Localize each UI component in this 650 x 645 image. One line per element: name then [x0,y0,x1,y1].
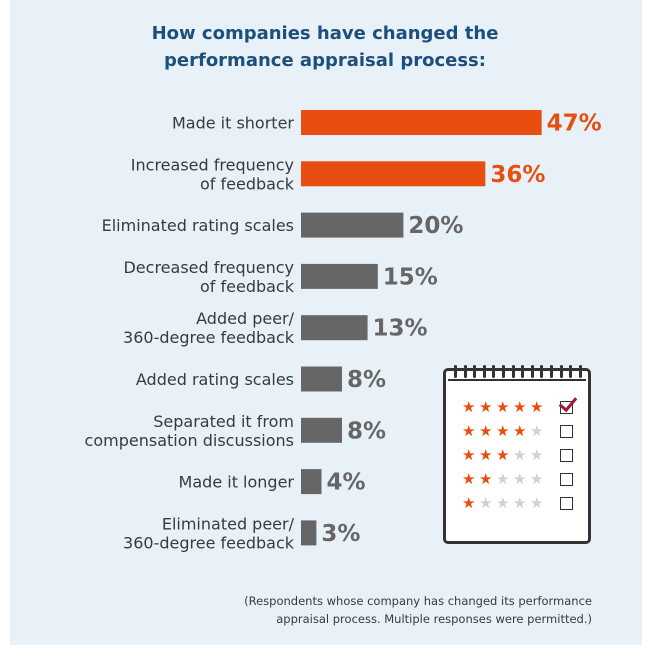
category-label-6-line-1: compensation discussions [85,431,294,450]
clipboard-ring [454,365,457,378]
clipboard-ring [473,365,477,378]
value-label-6: 8% [347,418,386,444]
checkbox-icon [560,472,573,486]
checkbox-icon [558,392,578,414]
star-icon: ★ [462,494,477,512]
category-label-4-line-1: 360-degree feedback [123,328,295,347]
value-label-5: 8% [347,367,386,393]
category-label-8-line-0: Eliminated peer/ [162,514,295,533]
value-label-2: 20% [408,213,463,239]
category-label-2-line-0: Eliminated rating scales [102,216,294,235]
value-label-0: 47% [547,111,602,137]
bar-2 [301,212,404,238]
star-icon: ★ [462,398,477,416]
star-icon: ★ [479,470,494,488]
category-label-4-line-0: Added peer/ [196,309,294,328]
star-icon: ★ [513,494,528,512]
star-icon: ★ [530,494,545,512]
value-label-1: 36% [490,162,545,188]
footnote-line-1: (Respondents whose company has changed i… [244,594,592,608]
star-icon: ★ [513,398,528,416]
value-label-4: 13% [373,316,428,342]
bar-3 [301,263,378,289]
category-label-7-line-0: Made it longer [179,473,295,492]
checkmark-icon [558,392,578,412]
clipboard-ring [521,365,525,378]
clipboard-ring [492,365,496,378]
category-label-3-line-0: Decreased frequency [123,258,294,277]
footnote: (Respondents whose company has changed i… [230,592,592,628]
bar-0 [301,110,542,135]
value-label-7: 4% [326,470,365,496]
bar-1 [301,161,486,187]
value-label-3: 15% [383,264,438,290]
star-rating: ★ ★ ★ ★ ★ [462,423,558,439]
chart-title-line-2: performance appraisal process: [164,50,486,71]
star-icon: ★ [513,446,528,464]
footnote-line-2: appraisal process. Multiple responses we… [276,612,592,626]
star-icon: ★ [496,398,511,416]
category-label-1-line-1: of feedback [200,174,295,193]
rating-row: ★ ★ ★ ★ ★ [462,447,573,463]
star-rating: ★ ★ ★ ★ ★ [462,447,558,463]
clipboard-rating-icon: ★ ★ ★ ★ ★ ★ ★ ★ ★ ★ ★ ★ ★ ★ ★ ★ ★ ★ ★ ★ ★ ★ ★ ★ ★ [443,365,591,544]
clipboard-ring [578,365,582,378]
rating-row: ★ ★ ★ ★ ★ [462,495,573,511]
clipboard-ring [463,365,467,378]
star-rating: ★ ★ ★ ★ ★ [462,495,558,511]
clipboard-ring [511,365,515,378]
rating-row: ★ ★ ★ ★ ★ [462,423,573,439]
star-icon: ★ [462,446,477,464]
clipboard-ring [559,365,563,378]
clipboard-ring [482,365,486,378]
clipboard-ring [540,365,544,378]
checkbox-icon [560,448,573,462]
star-rating: ★ ★ ★ ★ ★ [462,471,558,487]
bar-5 [301,366,342,392]
category-label-6-line-0: Separated it from [153,412,294,431]
star-icon: ★ [479,422,494,440]
checkbox-icon [560,424,573,438]
star-icon: ★ [530,398,545,416]
checkbox-icon [560,496,573,510]
clipboard-binding [448,379,586,381]
star-icon: ★ [513,470,528,488]
chart-title-line-1: How companies have changed the [151,23,499,44]
chart-title: How companies have changed the performan… [0,20,650,74]
bar-8 [301,520,317,546]
category-label-0-line-0: Made it shorter [172,114,294,133]
bar-6 [301,417,342,443]
clipboard-ring [530,365,534,378]
star-icon: ★ [530,446,545,464]
star-icon: ★ [479,446,494,464]
star-icon: ★ [479,494,494,512]
star-icon: ★ [462,470,477,488]
category-label-8-line-1: 360-degree feedback [123,533,295,552]
bar-4 [301,315,368,341]
star-icon: ★ [496,470,511,488]
star-icon: ★ [513,422,528,440]
rating-row: ★ ★ ★ ★ ★ [462,392,578,415]
clipboard-ring [502,365,506,378]
category-label-1-line-0: Increased frequency [131,155,294,174]
star-icon: ★ [496,494,511,512]
star-icon: ★ [496,422,511,440]
bar-7 [301,469,322,495]
category-label-5-line-0: Added rating scales [136,370,294,389]
star-icon: ★ [530,422,545,440]
star-icon: ★ [462,422,477,440]
value-label-8: 3% [321,521,360,547]
star-icon: ★ [479,398,494,416]
clipboard-ring [550,365,554,378]
star-icon: ★ [496,446,511,464]
category-label-3-line-1: of feedback [200,277,295,296]
star-rating: ★ ★ ★ ★ ★ [462,399,558,415]
rating-row: ★ ★ ★ ★ ★ [462,471,573,487]
clipboard-ring [569,365,573,378]
clipboard-rings [454,365,582,378]
star-icon: ★ [530,470,545,488]
